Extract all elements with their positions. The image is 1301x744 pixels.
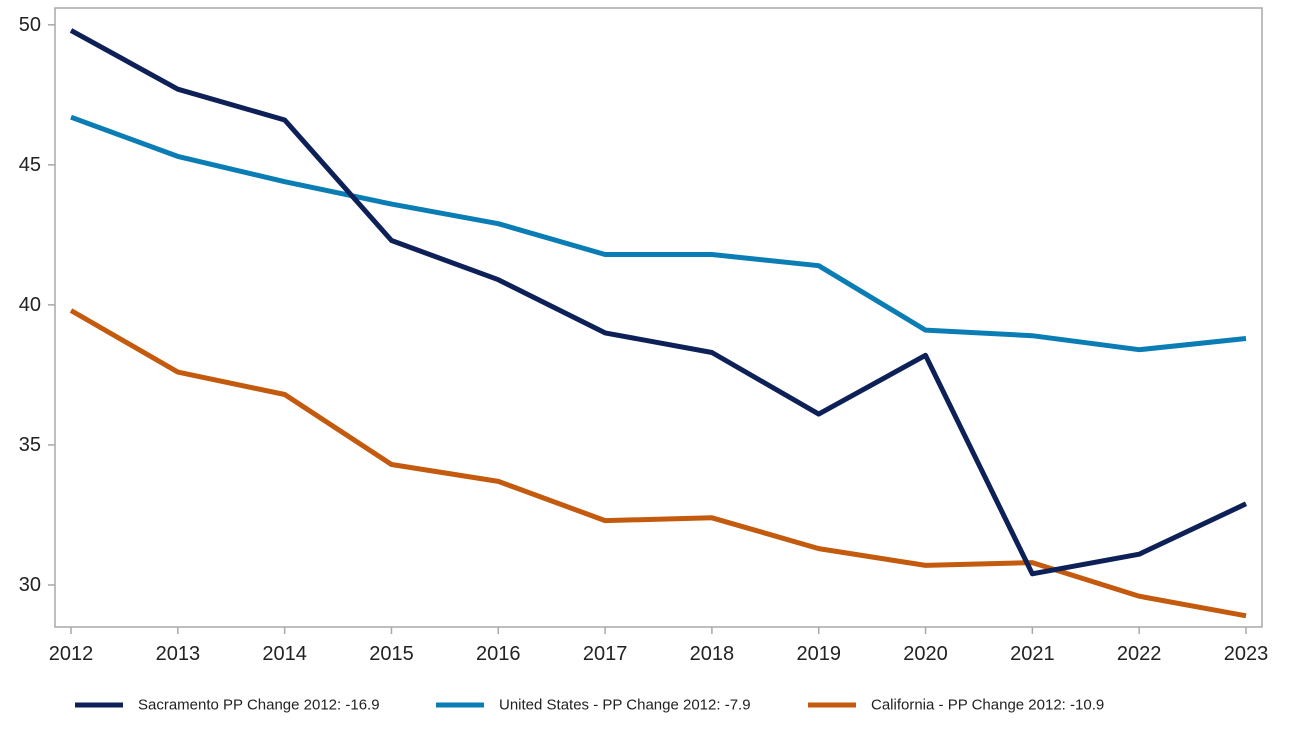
x-axis: 2012 2013 2014 2015 2016 2017 2018 2019 2020 2021… (49, 627, 1268, 665)
x-tick-label: 2023 (1224, 643, 1269, 665)
x-tick-label: 2019 (796, 643, 841, 665)
plot-frame (54, 7, 1263, 628)
x-tick-label: 2018 (690, 643, 735, 665)
y-tick-label: 35 (19, 434, 41, 456)
y-tick-label: 45 (19, 154, 41, 176)
x-tick-label: 2015 (369, 643, 414, 665)
series-line-2 (69, 308, 1247, 619)
y-tick-label: 30 (19, 574, 41, 596)
y-axis: 30 35 40 45 50 (19, 14, 55, 596)
x-tick-label: 2012 (49, 643, 94, 665)
legend-label: United States - PP Change 2012: -7.9 (499, 697, 751, 714)
x-tick-label: 2020 (903, 643, 948, 665)
x-tick-label: 2022 (1117, 643, 1162, 665)
series-layer (69, 28, 1248, 619)
x-tick-label: 2017 (583, 643, 628, 665)
x-tick-label: 2013 (156, 643, 201, 665)
y-tick-label: 50 (19, 14, 41, 36)
x-tick-label: 2016 (476, 643, 521, 665)
legend-label: California - PP Change 2012: -10.9 (871, 697, 1104, 714)
series-line-1 (70, 114, 1247, 353)
x-tick-label: 2021 (1010, 643, 1055, 665)
series-line-0 (69, 28, 1248, 577)
legend: Sacramento PP Change 2012: -16.9 United S… (75, 697, 1104, 714)
x-tick-label: 2014 (262, 643, 307, 665)
legend-label: Sacramento PP Change 2012: -16.9 (138, 697, 380, 714)
y-tick-label: 40 (19, 294, 41, 316)
